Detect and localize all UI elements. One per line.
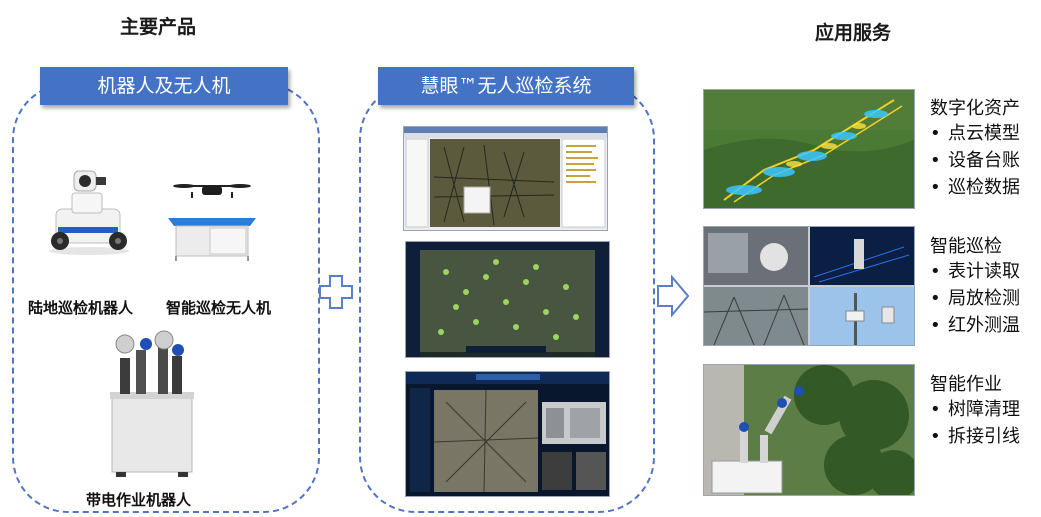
- product-label-drone: 智能巡检无人机: [166, 299, 272, 317]
- service-item: • 局放检测: [930, 288, 1020, 309]
- service-item: • 设备台账: [930, 150, 1020, 171]
- system-screenshot-software: [403, 126, 608, 231]
- system-screenshot-dashboard: [405, 371, 610, 497]
- service-item: • 红外测温: [930, 315, 1020, 336]
- service-item: • 点云模型: [930, 123, 1020, 144]
- system-banner: 慧眼™无人巡检系统: [378, 67, 634, 105]
- service-item: • 拆接引线: [930, 426, 1020, 447]
- live-work-robot-icon: [110, 330, 194, 477]
- service-title: 数字化资产: [930, 98, 1020, 119]
- service-block-smart-operation: 智能作业 • 树障清理 • 拆接引线: [930, 370, 1020, 450]
- service-item: • 巡检数据: [930, 177, 1020, 198]
- service-item: • 表计读取: [930, 261, 1020, 282]
- system-screenshot-map: [405, 241, 610, 358]
- land-robot-icon: [49, 170, 129, 255]
- service-image-smart-inspection: [703, 226, 915, 346]
- service-image-smart-operation: [703, 364, 915, 496]
- service-item: • 树障清理: [930, 399, 1020, 420]
- service-block-digital-assets: 数字化资产 • 点云模型 • 设备台账 • 巡检数据: [930, 94, 1020, 201]
- service-block-smart-inspection: 智能巡检 • 表计读取 • 局放检测 • 红外测温: [930, 232, 1020, 339]
- robots-banner: 机器人及无人机: [40, 67, 288, 105]
- drone-icon: [168, 184, 256, 261]
- products-header: 主要产品: [120, 16, 197, 38]
- service-image-digital-assets: [703, 89, 915, 209]
- arrow-right-icon: [657, 275, 690, 317]
- product-label-land-robot: 陆地巡检机器人: [28, 299, 134, 317]
- services-header: 应用服务: [815, 22, 892, 44]
- plus-icon: [319, 275, 353, 309]
- service-title: 智能巡检: [930, 236, 1002, 257]
- service-title: 智能作业: [930, 374, 1002, 395]
- product-label-live-robot: 带电作业机器人: [86, 491, 192, 509]
